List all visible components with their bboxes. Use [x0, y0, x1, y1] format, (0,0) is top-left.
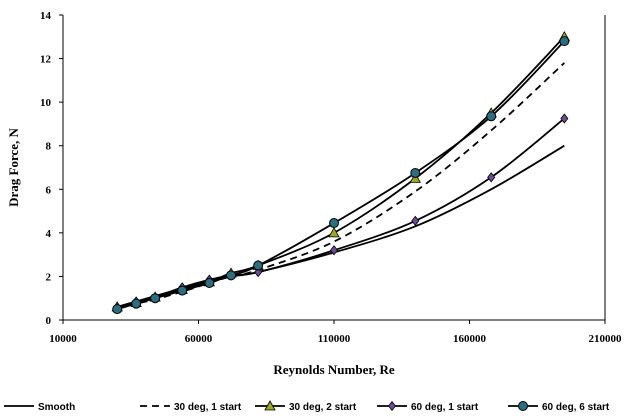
ticks-layer: 0 2 4 6 8 10 12 14 10000 60000 110000 160000 210000	[40, 10, 622, 345]
series-line	[116, 117, 565, 308]
legend-item: 60 deg, 1 start	[377, 400, 479, 413]
legend-marker	[518, 401, 528, 411]
x-axis-title: Reynolds Number, Re	[273, 362, 394, 377]
y-axis-title: Drag Force, N	[6, 127, 21, 206]
data-point	[329, 218, 339, 229]
series-line	[116, 144, 565, 308]
data-point	[131, 298, 142, 309]
data-point	[112, 304, 123, 315]
data-point	[410, 167, 421, 178]
y-tick-label: 8	[46, 141, 52, 153]
legend-marker	[387, 400, 397, 412]
data-point	[253, 260, 264, 271]
data-point	[560, 113, 569, 124]
data-point	[226, 270, 237, 281]
data-point	[177, 285, 188, 296]
x-tick-label: 10000	[49, 333, 77, 345]
x-tick-label: 160000	[453, 333, 487, 345]
data-point	[204, 277, 215, 288]
legend-item: Smooth	[4, 402, 75, 413]
data-point	[487, 172, 496, 183]
legend-item: 30 deg, 1 start	[140, 402, 242, 413]
legend-label: 30 deg, 2 start	[289, 402, 357, 413]
legend-label: 30 deg, 1 start	[174, 402, 242, 413]
x-tick-label: 110000	[318, 333, 351, 345]
series-60-deg-6-start	[112, 36, 570, 315]
legend: Smooth 30 deg, 1 start 30 deg, 2 start 60 d…	[4, 400, 610, 413]
x-tick-label: 210000	[589, 333, 623, 345]
legend-label: 60 deg, 1 start	[411, 402, 479, 413]
y-tick-label: 4	[46, 228, 52, 240]
series-60-deg-1-start	[113, 113, 569, 313]
legend-label: 60 deg, 6 start	[542, 402, 610, 413]
y-tick-label: 10	[40, 97, 52, 109]
series-layer	[111, 30, 571, 315]
series-line	[116, 40, 565, 310]
legend-item: 30 deg, 2 start	[255, 400, 357, 413]
data-point	[329, 245, 339, 256]
data-point	[328, 227, 340, 238]
x-tick-label: 60000	[185, 333, 213, 345]
y-tick-label: 6	[46, 184, 52, 196]
y-tick-label: 14	[40, 10, 52, 22]
data-point	[559, 36, 570, 47]
series-smooth	[116, 144, 565, 308]
axes	[62, 15, 606, 321]
y-tick-label: 2	[46, 271, 52, 283]
y-tick-label: 12	[40, 54, 52, 66]
data-point	[411, 215, 420, 227]
y-tick-label: 0	[46, 315, 52, 327]
data-point	[150, 293, 161, 304]
data-point	[486, 111, 497, 122]
legend-item: 60 deg, 6 start	[508, 401, 610, 413]
legend-label: Smooth	[38, 402, 75, 413]
legend-marker	[264, 400, 276, 411]
